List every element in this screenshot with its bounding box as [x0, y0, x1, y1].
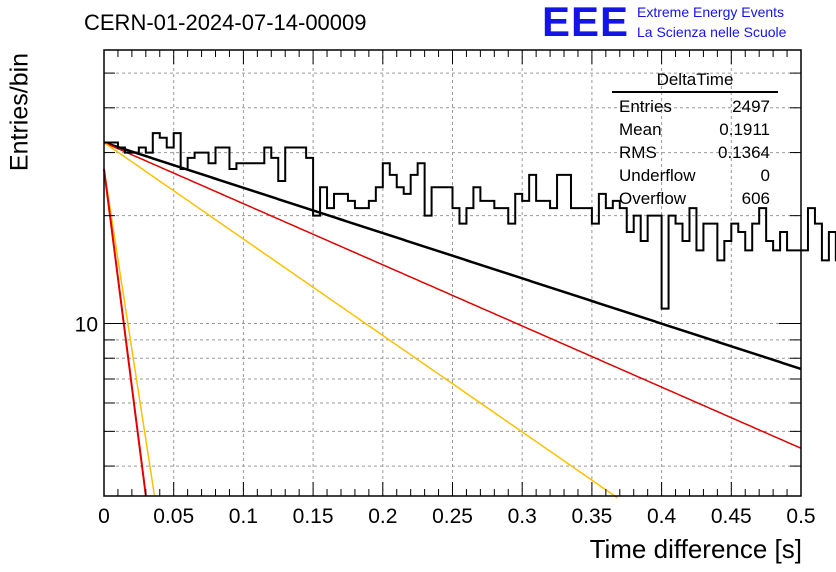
- y-tick-label: 10: [75, 314, 98, 337]
- x-tick-label: 0.45: [711, 505, 752, 528]
- stats-row-overflow: Overflow 606: [612, 187, 778, 210]
- histogram-steps: [104, 132, 836, 310]
- x-tick-label: 0.25: [432, 505, 473, 528]
- fit-curve: [103, 168, 147, 497]
- fit-curves: [103, 141, 802, 499]
- x-tick-label: 0.35: [571, 505, 612, 528]
- x-axis-label: Time difference [s]: [589, 534, 802, 564]
- tick-labels: 0 0.05 0.1 0.15 0.2 0.25 0.3 0.35 0.4 0.45 0.5 10: [75, 314, 816, 528]
- fit-curve: [103, 141, 618, 499]
- stats-value: 606: [741, 189, 770, 208]
- stats-label: Mean: [619, 120, 662, 139]
- y-axis-label: Entries/bin: [5, 52, 34, 172]
- axis-ticks: [103, 50, 802, 496]
- stats-value: 0.1364: [718, 143, 770, 162]
- run-title: CERN-01-2024-07-14-00009: [84, 10, 367, 35]
- fit-curve: [103, 141, 802, 449]
- x-tick-label: 0.05: [153, 505, 194, 528]
- logo-line-2: La Scienza nelle Scuole: [637, 24, 787, 40]
- x-tick-label: 0.15: [293, 505, 334, 528]
- fit-curve: [103, 168, 156, 497]
- stats-value: 0: [760, 166, 770, 185]
- stats-value: 0.1911: [719, 120, 770, 139]
- stats-row-rms: RMS 0.1364: [612, 141, 778, 164]
- stats-row-underflow: Underflow 0: [612, 164, 778, 187]
- stats-row-mean: Mean 0.1911: [612, 118, 778, 141]
- x-tick-label: 0.3: [508, 505, 537, 528]
- x-tick-label: 0.1: [229, 505, 258, 528]
- logo-line-1: Extreme Energy Events: [637, 4, 785, 20]
- fit-curve: [103, 141, 802, 371]
- stats-label: Overflow: [619, 189, 687, 208]
- eee-logo: EEE: [542, 0, 630, 45]
- x-tick-label: 0: [98, 505, 110, 528]
- x-tick-label: 0.5: [786, 505, 815, 528]
- stats-value: 2497: [732, 97, 770, 116]
- stats-box: DeltaTime Entries 2497 Mean 0.1911 RMS 0…: [612, 70, 778, 210]
- x-tick-label: 0.2: [368, 505, 397, 528]
- stats-label: Entries: [619, 97, 672, 116]
- stats-title: DeltaTime: [612, 70, 778, 93]
- stats-label: Underflow: [619, 166, 696, 185]
- stats-label: RMS: [619, 143, 657, 162]
- stats-row-entries: Entries 2497: [612, 95, 778, 118]
- x-tick-label: 0.4: [647, 505, 677, 528]
